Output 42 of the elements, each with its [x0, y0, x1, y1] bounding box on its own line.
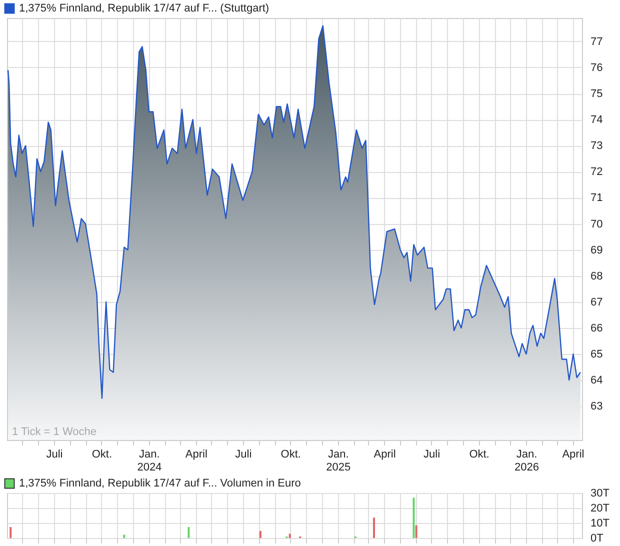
y-tick-label: 76 [590, 62, 603, 74]
y-tick-label: 73 [590, 140, 603, 152]
y-tick-label: 30T [590, 488, 610, 500]
y-tick-label: 70 [590, 218, 603, 230]
legend-label: 1,375% Finnland, Republik 17/47 auf F... Volumen in Euro [19, 478, 301, 490]
y-tick-label: 63 [590, 400, 603, 413]
x-tick-label: April [562, 448, 584, 460]
bar [412, 498, 415, 538]
x-tick-label: April [185, 448, 208, 460]
x-tick-label: Jan. 2024 [137, 448, 162, 474]
x-tick-label: Okt. [280, 448, 301, 460]
bar [372, 518, 375, 538]
y-tick-label: 71 [590, 192, 603, 204]
x-tick-label: Jan. 2025 [326, 448, 351, 474]
x-tick-label: Okt. [469, 448, 490, 460]
bar [259, 530, 262, 538]
y-tick-label: 0T [590, 532, 604, 544]
y-tick-label: 10T [590, 518, 610, 530]
bar [288, 534, 291, 538]
annotation: 1 Tick = 1 Woche [12, 426, 96, 438]
y-tick-label: 66 [590, 322, 603, 334]
bar [10, 527, 12, 538]
x-tick-label: Jan. 2026 [514, 448, 539, 474]
x-tick-label: April [374, 448, 396, 460]
y-tick-label: 69 [590, 244, 603, 256]
y-tick-label: 74 [590, 114, 603, 126]
y-tick-label: 77 [590, 36, 603, 48]
legend-label: 1,375% Finnland, Republik 17/47 auf F... (Stuttgart) [19, 2, 270, 14]
y-tick-label: 67 [590, 296, 603, 308]
bar [123, 534, 126, 538]
x-tick-label: Juli [235, 448, 252, 460]
y-tick-label: 64 [590, 374, 603, 387]
y-tick-label: 65 [590, 348, 603, 361]
x-tick-label: Juli [46, 448, 63, 460]
bar [188, 527, 190, 538]
y-tick-label: 75 [590, 88, 603, 100]
x-tick-label: Okt. [92, 448, 112, 460]
x-tick-label: Juli [424, 448, 440, 460]
y-tick-label: 72 [590, 166, 603, 178]
y-tick-label: 68 [590, 270, 603, 282]
y-tick-label: 20T [590, 502, 610, 514]
bar [415, 525, 418, 538]
